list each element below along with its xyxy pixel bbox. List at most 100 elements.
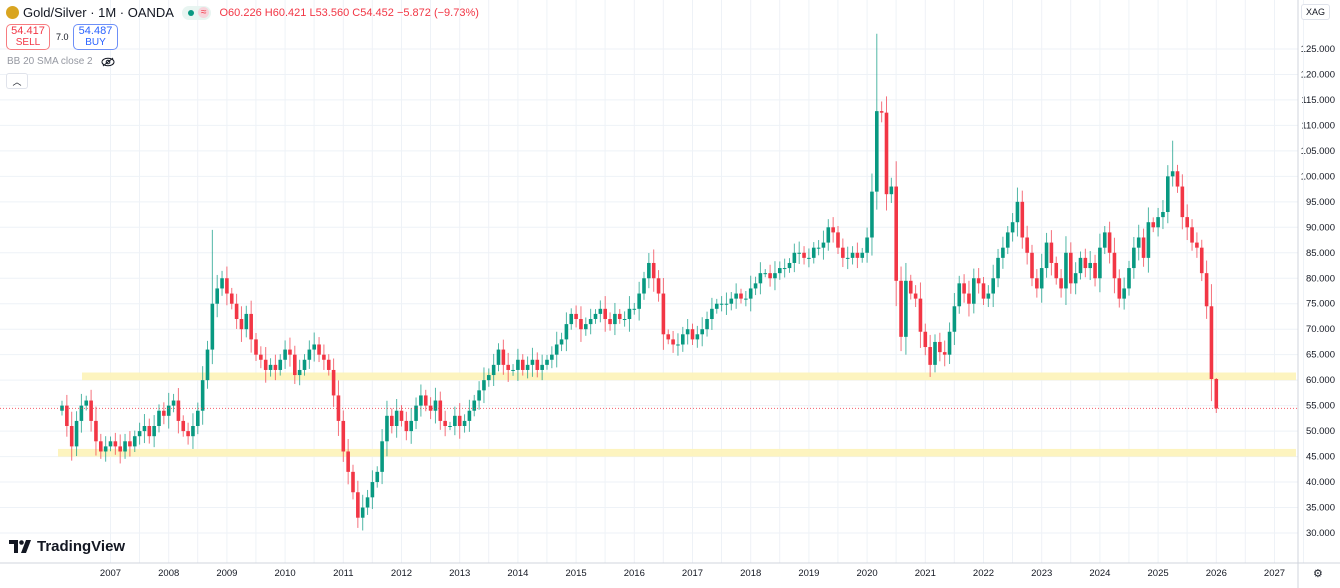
candle-body <box>438 400 443 421</box>
candle-body <box>831 227 835 233</box>
candle-body <box>443 420 447 427</box>
y-tick-label: 115.000 <box>1301 95 1335 106</box>
candle-body <box>622 319 627 321</box>
candle-body <box>259 354 263 360</box>
x-tick-label: 2008 <box>158 568 179 579</box>
candle-body <box>336 395 341 421</box>
y-tick-label: 90.000 <box>1306 222 1335 233</box>
candle-body <box>598 308 603 314</box>
candle-body <box>647 262 651 279</box>
candle-body <box>1170 171 1175 177</box>
settings-gear-icon[interactable]: ⚙ <box>1313 568 1323 580</box>
candle-body <box>574 313 578 320</box>
candle-body <box>967 293 971 304</box>
candle-body <box>482 380 486 391</box>
x-tick-label: 2020 <box>857 568 878 579</box>
candle-body <box>991 278 995 294</box>
y-tick-label: 65.000 <box>1306 350 1335 361</box>
candle-body <box>525 364 530 370</box>
indicator-legend[interactable]: BB 20 SMA close 2 <box>7 56 115 67</box>
candle-body <box>234 303 239 320</box>
candle-body <box>1156 217 1160 228</box>
candle-body <box>191 426 195 437</box>
candle-body <box>938 341 942 353</box>
y-tick-label: 45.000 <box>1306 452 1335 463</box>
candle-body <box>1035 278 1039 289</box>
candle-body <box>60 405 64 411</box>
candle-body <box>1122 288 1126 299</box>
tradingview-logo[interactable]: TradingView <box>9 538 125 555</box>
currency-label[interactable]: XAG <box>1301 4 1331 20</box>
candle-body <box>1001 247 1005 258</box>
candle-body <box>99 441 103 452</box>
candle-body <box>656 278 661 294</box>
candle-body <box>356 492 360 518</box>
buy-button[interactable]: 54.487 BUY <box>73 24 118 50</box>
candle-body <box>1151 222 1156 228</box>
candle-body <box>229 293 234 304</box>
market-status-pill[interactable]: ≈ <box>181 5 212 20</box>
symbol-title[interactable]: Gold/Silver · 1M · OANDA <box>23 5 174 20</box>
support-zone <box>82 372 1296 381</box>
candle-body <box>1195 242 1199 248</box>
candle-body <box>559 339 564 345</box>
candle-body <box>758 273 763 284</box>
candle-body <box>341 420 346 452</box>
candle-body <box>841 247 845 258</box>
candle-body <box>453 415 457 427</box>
x-tick-label: 2018 <box>740 568 761 579</box>
candle-body <box>123 441 127 452</box>
candle-body <box>1025 237 1029 253</box>
candle-body <box>477 390 481 401</box>
candle-body <box>137 431 142 437</box>
candle-body <box>166 405 171 416</box>
candle-body <box>700 329 704 335</box>
candle-body <box>448 426 452 428</box>
y-tick-label: 100.000 <box>1301 171 1335 182</box>
candle-body <box>986 293 991 299</box>
candle-body <box>69 426 74 447</box>
candle-body <box>322 354 326 360</box>
candle-body <box>1049 242 1054 263</box>
y-tick-label: 40.000 <box>1306 477 1335 488</box>
y-tick-label: 110.000 <box>1301 120 1335 131</box>
candle-body <box>103 446 108 452</box>
candle-body <box>506 364 510 370</box>
candle-body <box>244 313 249 330</box>
candle-body <box>1030 252 1034 279</box>
candle-body <box>162 410 166 416</box>
candle-body <box>1166 176 1170 213</box>
candle-body <box>394 410 399 427</box>
x-tick-label: 2021 <box>915 568 936 579</box>
candle-body <box>491 364 496 376</box>
x-tick-label: 2011 <box>333 568 353 579</box>
candle-body <box>423 395 428 406</box>
eye-crossed-icon[interactable] <box>101 57 115 67</box>
x-tick-label: 2025 <box>1148 568 1169 579</box>
candle-body <box>899 280 903 337</box>
x-tick-label: 2009 <box>216 568 237 579</box>
candle-body <box>962 283 966 294</box>
candle-body <box>210 303 215 350</box>
candle-body <box>1059 278 1063 289</box>
candle-body <box>1209 306 1214 379</box>
sell-button[interactable]: 54.417 SELL <box>6 24 50 50</box>
collapse-legend-button[interactable]: ︿ <box>6 73 28 89</box>
candle-body <box>739 293 743 299</box>
y-tick-label: 75.000 <box>1306 299 1335 310</box>
candle-body <box>186 431 190 437</box>
candle-body <box>390 415 394 427</box>
candle-body <box>996 257 1000 279</box>
candle-body <box>850 252 855 258</box>
x-tick-label: 2023 <box>1031 568 1052 579</box>
candle-body <box>283 349 287 360</box>
candle-body <box>171 400 176 406</box>
candle-body <box>520 359 525 370</box>
candle-body <box>205 349 210 381</box>
candle-body <box>729 298 734 304</box>
y-tick-label: 85.000 <box>1306 248 1335 259</box>
candle-body <box>860 252 865 258</box>
candle-body <box>865 237 869 253</box>
candle-body <box>666 334 671 340</box>
